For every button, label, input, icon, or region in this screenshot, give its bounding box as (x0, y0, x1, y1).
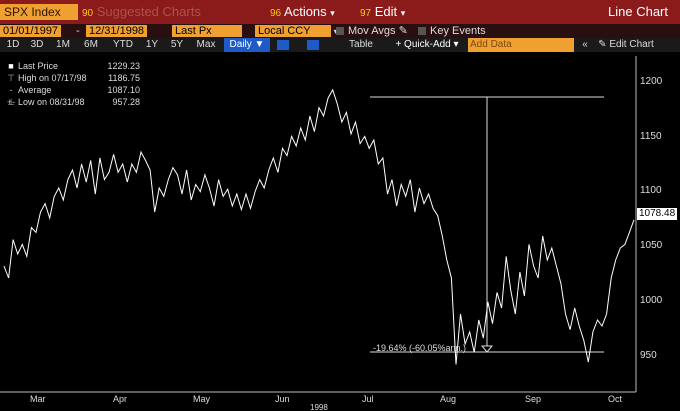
drawdown-arrow-icon (480, 345, 494, 353)
x-year-label: 1998 (310, 404, 328, 411)
legend-low: ⊥ Low on 08/31/98 957.28 (6, 96, 144, 108)
legend-average: -+- Average 1087.10 (6, 84, 144, 107)
date-separator: - (76, 25, 80, 37)
range-max[interactable]: Max (196, 39, 216, 50)
line-chart-icon[interactable] (277, 40, 289, 50)
range-ytd[interactable]: YTD (113, 39, 133, 50)
key-events-checkbox[interactable] (418, 27, 426, 36)
currency-select[interactable]: Local CCY ▾ (255, 24, 338, 39)
legend-value: 957.28 (112, 97, 140, 107)
legend-label: Last Price (18, 61, 59, 71)
pencil-icon[interactable]: ✎ (398, 25, 408, 37)
actions-button[interactable]: 96 Actions ▾ (270, 4, 335, 22)
x-tick-label: Jul (362, 394, 374, 404)
price-field-select[interactable]: Last Px (172, 24, 242, 38)
legend-last-price: ■ Last Price 1229.23 (6, 60, 144, 72)
y-tick-label: 1150 (640, 131, 662, 142)
title-bar (0, 0, 680, 24)
key-events-label: Key Events (430, 25, 486, 37)
legend-label: High on 07/17/98 (18, 73, 87, 83)
view-title: Line Chart (608, 4, 668, 19)
mov-avgs-toggle[interactable]: Mov Avgs ✎ (336, 24, 408, 38)
collapse-icon[interactable]: « (582, 39, 588, 50)
frequency-text: Daily (229, 39, 252, 50)
x-tick-label: Apr (113, 394, 128, 404)
range-6m[interactable]: 6M (84, 39, 98, 50)
x-tick-label: Jun (275, 394, 290, 404)
drawdown-annotation: -19.64% (-60.05%ann.) (373, 343, 467, 353)
edit-button[interactable]: 97 Edit ▾ (360, 4, 405, 22)
x-tick-label: Oct (608, 394, 623, 404)
legend-high-icon: ⊤ (7, 73, 15, 83)
range-1y[interactable]: 1Y (145, 39, 159, 50)
currency-text: Local CCY (255, 25, 331, 37)
edit-label: Edit (374, 4, 398, 19)
x-tick-label: May (193, 394, 211, 404)
edit-chart-button[interactable]: ✎ Edit Chart (598, 39, 654, 50)
settings-icon[interactable] (307, 40, 319, 50)
x-tick-label: Mar (30, 394, 46, 404)
quick-add-label: + Quick-Add (395, 39, 451, 50)
end-date-text: 12/31/1998 (86, 25, 148, 37)
suggested-charts-button[interactable]: 90 Suggested Charts (82, 4, 201, 22)
y-tick-label: 1200 (640, 76, 663, 87)
mov-avgs-checkbox[interactable] (336, 27, 344, 36)
range-1m[interactable]: 1M (56, 39, 70, 50)
y-tick-label: 1100 (640, 185, 662, 196)
range-5y[interactable]: 5Y (170, 39, 184, 50)
x-tick-label: Aug (440, 394, 457, 404)
legend-high: ⊤ High on 07/17/98 1186.75 (6, 72, 144, 84)
suggested-num: 90 (82, 8, 94, 19)
edit-caret-icon: ▾ (400, 8, 406, 18)
y-tick-label: 950 (640, 350, 657, 361)
actions-label: Actions (284, 4, 327, 19)
last-value-marker: 1078.48 (637, 208, 678, 220)
quick-add-button[interactable]: + Quick-Add ▾ (395, 39, 459, 50)
legend-low-icon: ⊥ (7, 97, 15, 107)
range-3d[interactable]: 3D (30, 39, 44, 50)
y-tick-label: 1050 (640, 240, 663, 251)
add-data-input[interactable]: Add Data (468, 38, 574, 52)
ticker-field[interactable]: SPX Index (0, 4, 78, 20)
price-series-line (3, 88, 635, 365)
mov-avgs-label: Mov Avgs (348, 25, 396, 37)
price-field-text: Last Px (172, 25, 242, 37)
legend-value: 1229.23 (107, 61, 140, 71)
legend-value: 1186.75 (108, 73, 140, 83)
key-events-toggle[interactable]: Key Events (418, 24, 486, 38)
suggested-label: Suggested Charts (96, 4, 201, 19)
legend-value: 1087.10 (107, 85, 140, 95)
start-date-field[interactable]: 01/01/1997 (0, 24, 62, 38)
currency-caret-icon: ▾ (334, 27, 338, 36)
range-1d[interactable]: 1D (6, 39, 20, 50)
frequency-select[interactable]: Daily ▼ (224, 38, 270, 52)
table-button[interactable]: Table (349, 39, 373, 50)
edit-num: 97 (360, 8, 372, 19)
edit-chart-label: Edit Chart (609, 39, 654, 50)
y-tick-label: 1000 (640, 295, 663, 306)
ticker-text: SPX Index (4, 5, 61, 19)
legend-label: Average (18, 85, 52, 95)
actions-caret-icon: ▾ (330, 8, 335, 18)
end-date-field[interactable]: 12/31/1998 (86, 24, 148, 38)
chart-legend: ■ Last Price 1229.23 ⊤ High on 07/17/98 1186… (6, 60, 144, 108)
x-tick-label: Sep (525, 394, 542, 404)
actions-num: 96 (270, 8, 282, 19)
legend-label: Low on 08/31/98 (18, 97, 85, 107)
start-date-text: 01/01/1997 (0, 25, 62, 37)
legend-square-icon: ■ (8, 61, 14, 71)
